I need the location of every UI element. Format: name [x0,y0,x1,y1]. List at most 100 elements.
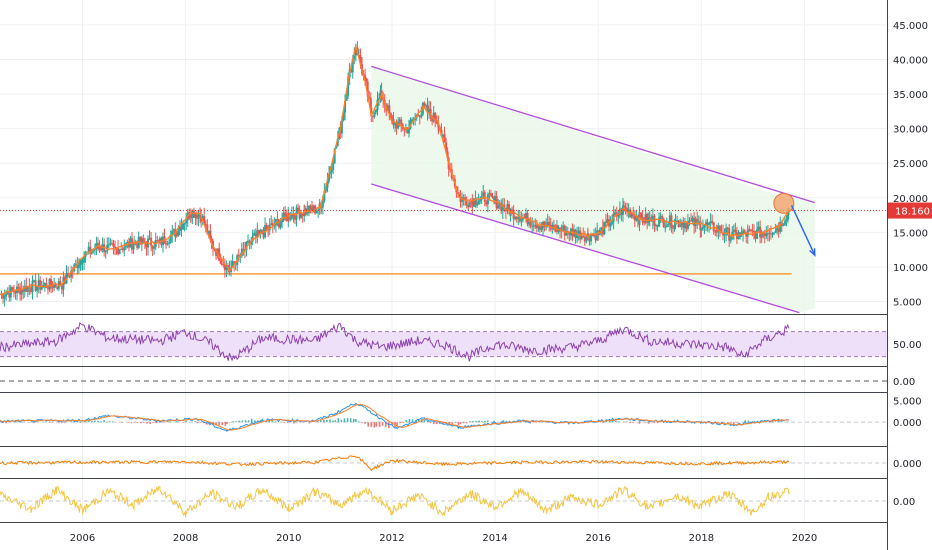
macd-bar [435,422,438,425]
candle-body [643,222,646,224]
candle-body [158,238,161,241]
macd-signal-line[interactable] [0,403,789,431]
candle-body [633,215,636,221]
macd-bar [268,420,270,423]
macd-bar [629,422,631,424]
macd-bar [373,422,376,428]
macd-bar [753,420,756,423]
x-tick-2016: 2016 [585,533,610,544]
candle-body [96,246,99,248]
macd-bar [169,421,172,423]
candle-body [197,214,200,219]
macd-bar [199,422,202,423]
candle-body [717,225,720,232]
macd-bar [448,422,450,425]
candle-body [264,225,267,238]
candle-body [696,218,699,222]
macd-bar [396,422,398,426]
price-panel[interactable] [0,40,887,314]
candle-body [546,221,549,227]
stochastic-panel[interactable] [0,485,887,518]
candle-body [207,230,210,234]
candle-body [714,231,717,233]
rsi-line[interactable] [0,321,790,362]
candle-body [121,248,124,251]
macd-bar [493,420,495,423]
candle-body [22,288,25,292]
candle-body [752,231,755,233]
candle-body [563,225,566,236]
macd-bar [717,422,720,423]
rsi-panel[interactable] [0,321,887,362]
candle-body [172,229,175,231]
candle-body [127,242,130,248]
candle-body [156,240,159,242]
candle-body [659,216,662,218]
price-y-tick: 45.000 [893,21,928,32]
candle-body [182,223,185,230]
macd-bar [370,422,373,428]
macd-bar [271,420,274,423]
candle-body [525,213,528,219]
candle-body [80,259,83,263]
candle-body [494,196,497,201]
candle-body [428,108,431,113]
x-tick-2008: 2008 [173,533,198,544]
projection-arrow[interactable] [790,205,816,256]
macd-bar [638,422,641,424]
candle-body [354,47,357,56]
candle-body [5,293,8,297]
channel-lower-line[interactable] [371,183,800,314]
candle-body [219,260,222,264]
candle-body [465,199,468,206]
macd-bar [388,422,390,429]
oscillator-panel[interactable] [0,455,887,472]
candle-body [606,219,609,223]
candle-body [629,209,632,218]
candle-body [644,213,647,223]
candle-body [400,119,403,125]
candle-body [328,173,331,181]
macd-bar [33,422,35,424]
candle-body [340,120,343,134]
macd-bar [414,420,417,423]
stoch-line[interactable] [0,485,790,518]
candle-body [548,221,551,226]
candle-body [656,224,659,227]
macd-bar [2,422,4,424]
candle-body [576,234,579,239]
candle-body [493,197,496,201]
macd-bar [136,422,139,423]
macd-panel[interactable] [0,402,887,433]
candle-body [104,250,107,253]
candle-body [168,242,171,244]
candle-body [307,205,310,214]
candle-body [760,232,763,238]
candle-body [737,236,740,239]
price-ma-line[interactable] [0,45,790,296]
candle-body [723,234,726,236]
candle-body [712,222,715,232]
candle-body [231,261,234,268]
candle-body [420,114,423,118]
highlight-marker[interactable] [773,192,795,214]
candle-body [397,121,400,129]
candle-body [779,222,782,232]
candle-body [51,285,54,289]
candle-body [93,249,96,251]
candle-body [191,210,194,218]
candle-body [315,210,318,214]
candle-body [389,113,392,116]
channel-upper-line[interactable] [371,65,815,204]
candle-body [771,233,774,235]
candle-body [376,99,379,111]
macd-bar [469,421,471,423]
candle-body [23,285,26,292]
last-price-label: 18.160 [895,207,930,218]
macd-bar [286,422,289,423]
macd-bar [139,422,142,424]
candle-body [350,68,353,73]
candle-body [248,240,251,245]
osc-line[interactable] [0,455,790,472]
